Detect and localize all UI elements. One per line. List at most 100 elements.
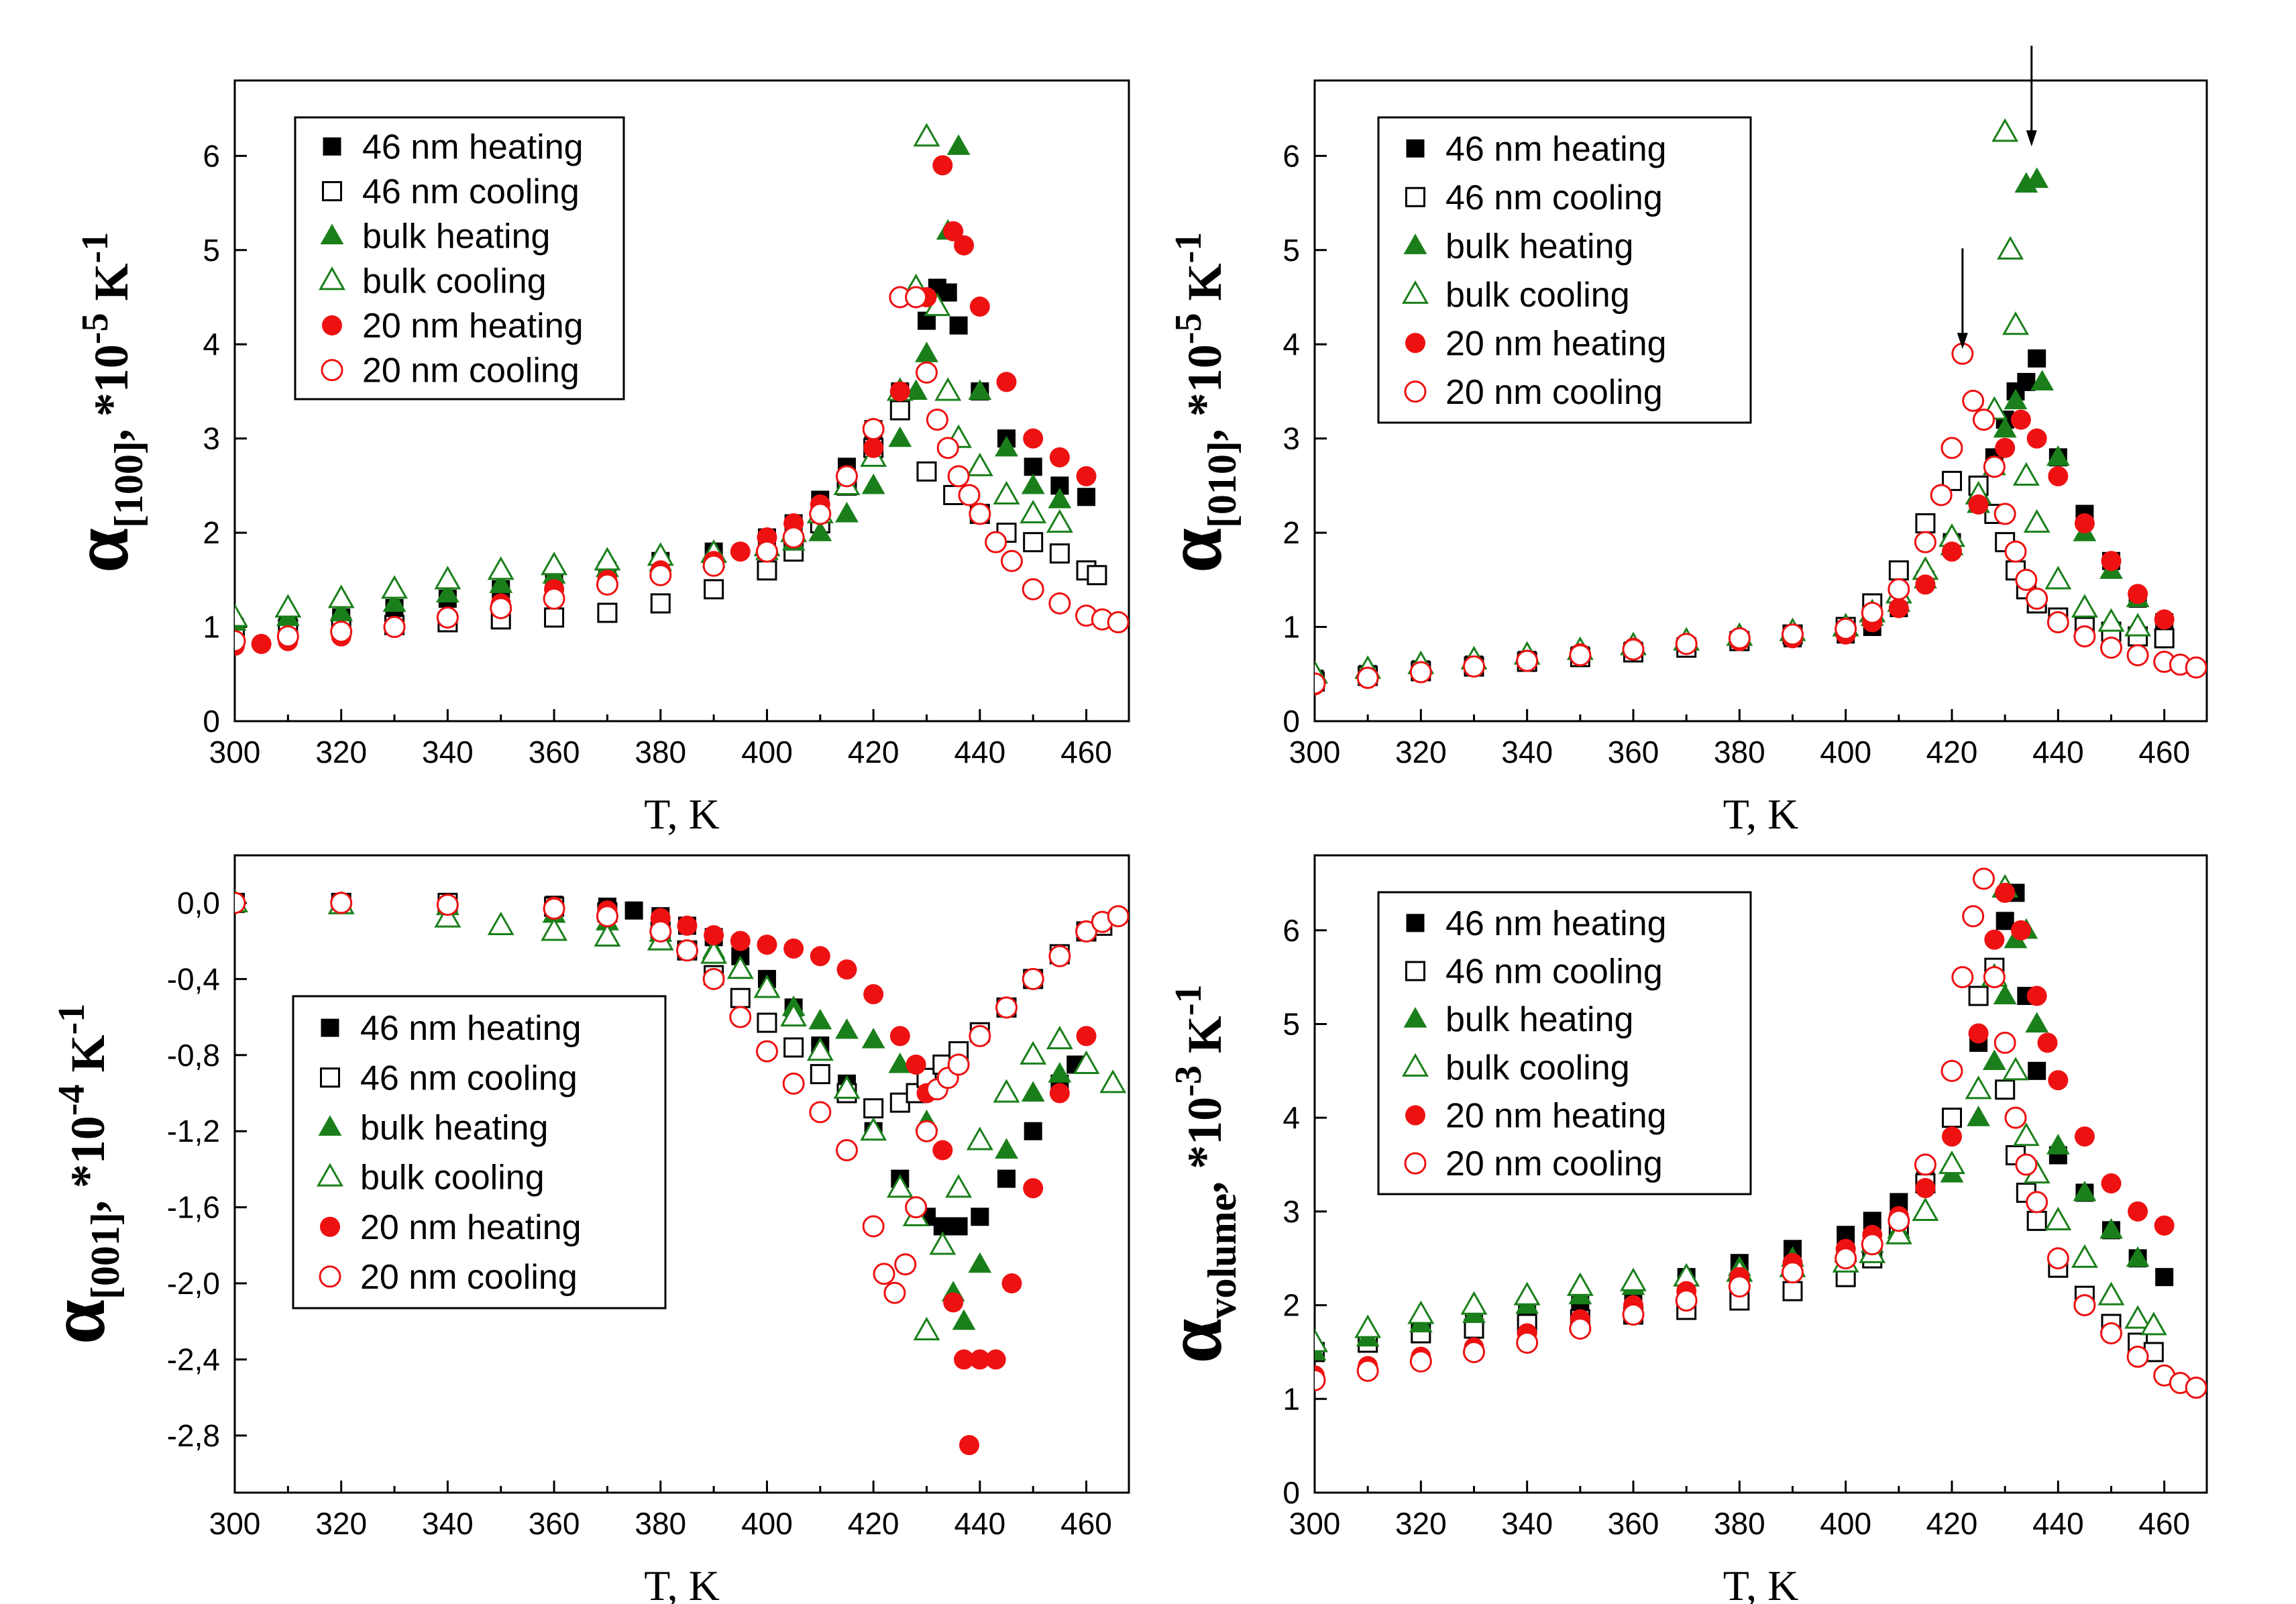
- x-tick-label: 320: [1395, 1506, 1447, 1541]
- data-point: [1001, 1273, 1022, 1294]
- data-point: [905, 1196, 928, 1219]
- data-point: [597, 602, 618, 623]
- data-point: [1835, 1247, 1857, 1270]
- y-tick-label: 4: [1282, 1100, 1300, 1135]
- data-point: [949, 316, 968, 335]
- data-point: [490, 596, 512, 619]
- legend-marker: [1402, 280, 1429, 304]
- data-point: [251, 633, 272, 654]
- data-point: [1356, 1359, 1379, 1382]
- data-point: [906, 1054, 926, 1075]
- data-point: [936, 437, 959, 460]
- data-points: [1315, 118, 2207, 696]
- data-point: [2026, 985, 2047, 1006]
- data-point: [2037, 1032, 2058, 1053]
- data-point: [954, 1349, 975, 1370]
- legend-label: 46 nm cooling: [360, 1059, 578, 1098]
- data-point: [862, 1215, 885, 1238]
- data-point: [985, 1349, 1006, 1370]
- data-point: [700, 940, 728, 964]
- x-tick-label: 400: [1820, 735, 1871, 769]
- data-point: [959, 1435, 979, 1456]
- legend-marker: [1406, 914, 1425, 932]
- y-tick-label: -2,8: [167, 1418, 220, 1453]
- y-tick-label: 3: [1282, 1194, 1300, 1229]
- data-point: [1912, 1197, 1939, 1221]
- data-point: [1315, 1328, 1328, 1352]
- data-point: [883, 1281, 906, 1304]
- data-point: [1993, 983, 2017, 1005]
- x-tick-label: 300: [1289, 1506, 1341, 1541]
- legend-label: 46 nm cooling: [1445, 953, 1663, 992]
- data-point: [1995, 437, 2016, 458]
- data-point: [913, 1316, 940, 1341]
- series-20-nm-cooling: [1315, 342, 2207, 695]
- x-tick-label: 380: [1714, 735, 1765, 769]
- legend-marker: [323, 137, 341, 156]
- y-tick-label: 6: [203, 138, 220, 173]
- data-point: [888, 1052, 912, 1073]
- data-point: [755, 540, 778, 563]
- chart-a100: 300 320 340 360 380 400 420 440 460 0 1 2 3 4 5 6 T, K α[…: [56, 79, 1130, 838]
- data-point: [435, 582, 459, 603]
- data-point: [2023, 509, 2051, 533]
- x-tick-label: 340: [422, 1506, 474, 1541]
- data-point: [1107, 611, 1129, 634]
- y-tick-label: 6: [1282, 138, 1300, 173]
- data-point: [993, 480, 1020, 505]
- data-point: [2128, 584, 2148, 604]
- series-20-nm-cooling: [235, 892, 1129, 1304]
- x-axis-label: T, K: [644, 790, 720, 838]
- data-point: [757, 1012, 777, 1033]
- data-point: [2074, 513, 2095, 534]
- data-point: [1967, 1106, 1990, 1126]
- data-point: [806, 1037, 834, 1061]
- x-tick-label: 380: [1714, 1506, 1765, 1541]
- data-point: [704, 925, 724, 946]
- y-tick-label: -0,4: [167, 961, 220, 996]
- y-tick-label: 2: [203, 515, 220, 550]
- data-point: [1968, 1023, 1989, 1044]
- x-axis-label: T, K: [1723, 1562, 1799, 1604]
- data-point: [1728, 1275, 1751, 1298]
- legend-label: bulk heating: [362, 217, 550, 256]
- data-point: [1049, 447, 1070, 468]
- data-point: [995, 435, 1018, 457]
- x-tick-label: 440: [2032, 735, 2084, 769]
- x-tick-label: 300: [209, 735, 261, 769]
- data-point: [543, 587, 565, 610]
- data-point: [436, 606, 459, 629]
- data-point: [2046, 445, 2070, 466]
- data-point: [2097, 1281, 2125, 1305]
- data-point: [1915, 574, 1936, 595]
- data-point: [1888, 578, 1910, 600]
- data-point: [958, 484, 981, 506]
- data-point: [861, 473, 885, 494]
- data-point: [2073, 1294, 2096, 1317]
- data-point: [1930, 484, 1953, 506]
- data-point: [382, 591, 406, 612]
- data-point: [1048, 592, 1071, 614]
- y-tick-label: 0: [1282, 1475, 1300, 1510]
- data-point: [2140, 1312, 2167, 1336]
- data-point: [1782, 623, 1804, 646]
- data-point: [915, 361, 938, 384]
- data-point: [2010, 409, 2031, 430]
- y-tick-label: -1,2: [167, 1114, 220, 1148]
- data-point: [1569, 644, 1592, 667]
- data-point: [1835, 617, 1857, 640]
- data-point: [2048, 1070, 2069, 1091]
- data-point: [1000, 549, 1023, 572]
- data-point: [904, 379, 928, 400]
- data-point: [932, 1140, 953, 1161]
- data-point: [1023, 1178, 1044, 1199]
- data-point: [873, 1263, 895, 1285]
- data-point: [2097, 608, 2125, 632]
- legend-marker: [322, 315, 342, 335]
- data-point: [2124, 612, 2152, 637]
- data-point: [2100, 1322, 2122, 1344]
- legend-marker: [1402, 1053, 1429, 1077]
- data-point: [1087, 565, 1107, 586]
- legend-label: bulk cooling: [1445, 276, 1630, 315]
